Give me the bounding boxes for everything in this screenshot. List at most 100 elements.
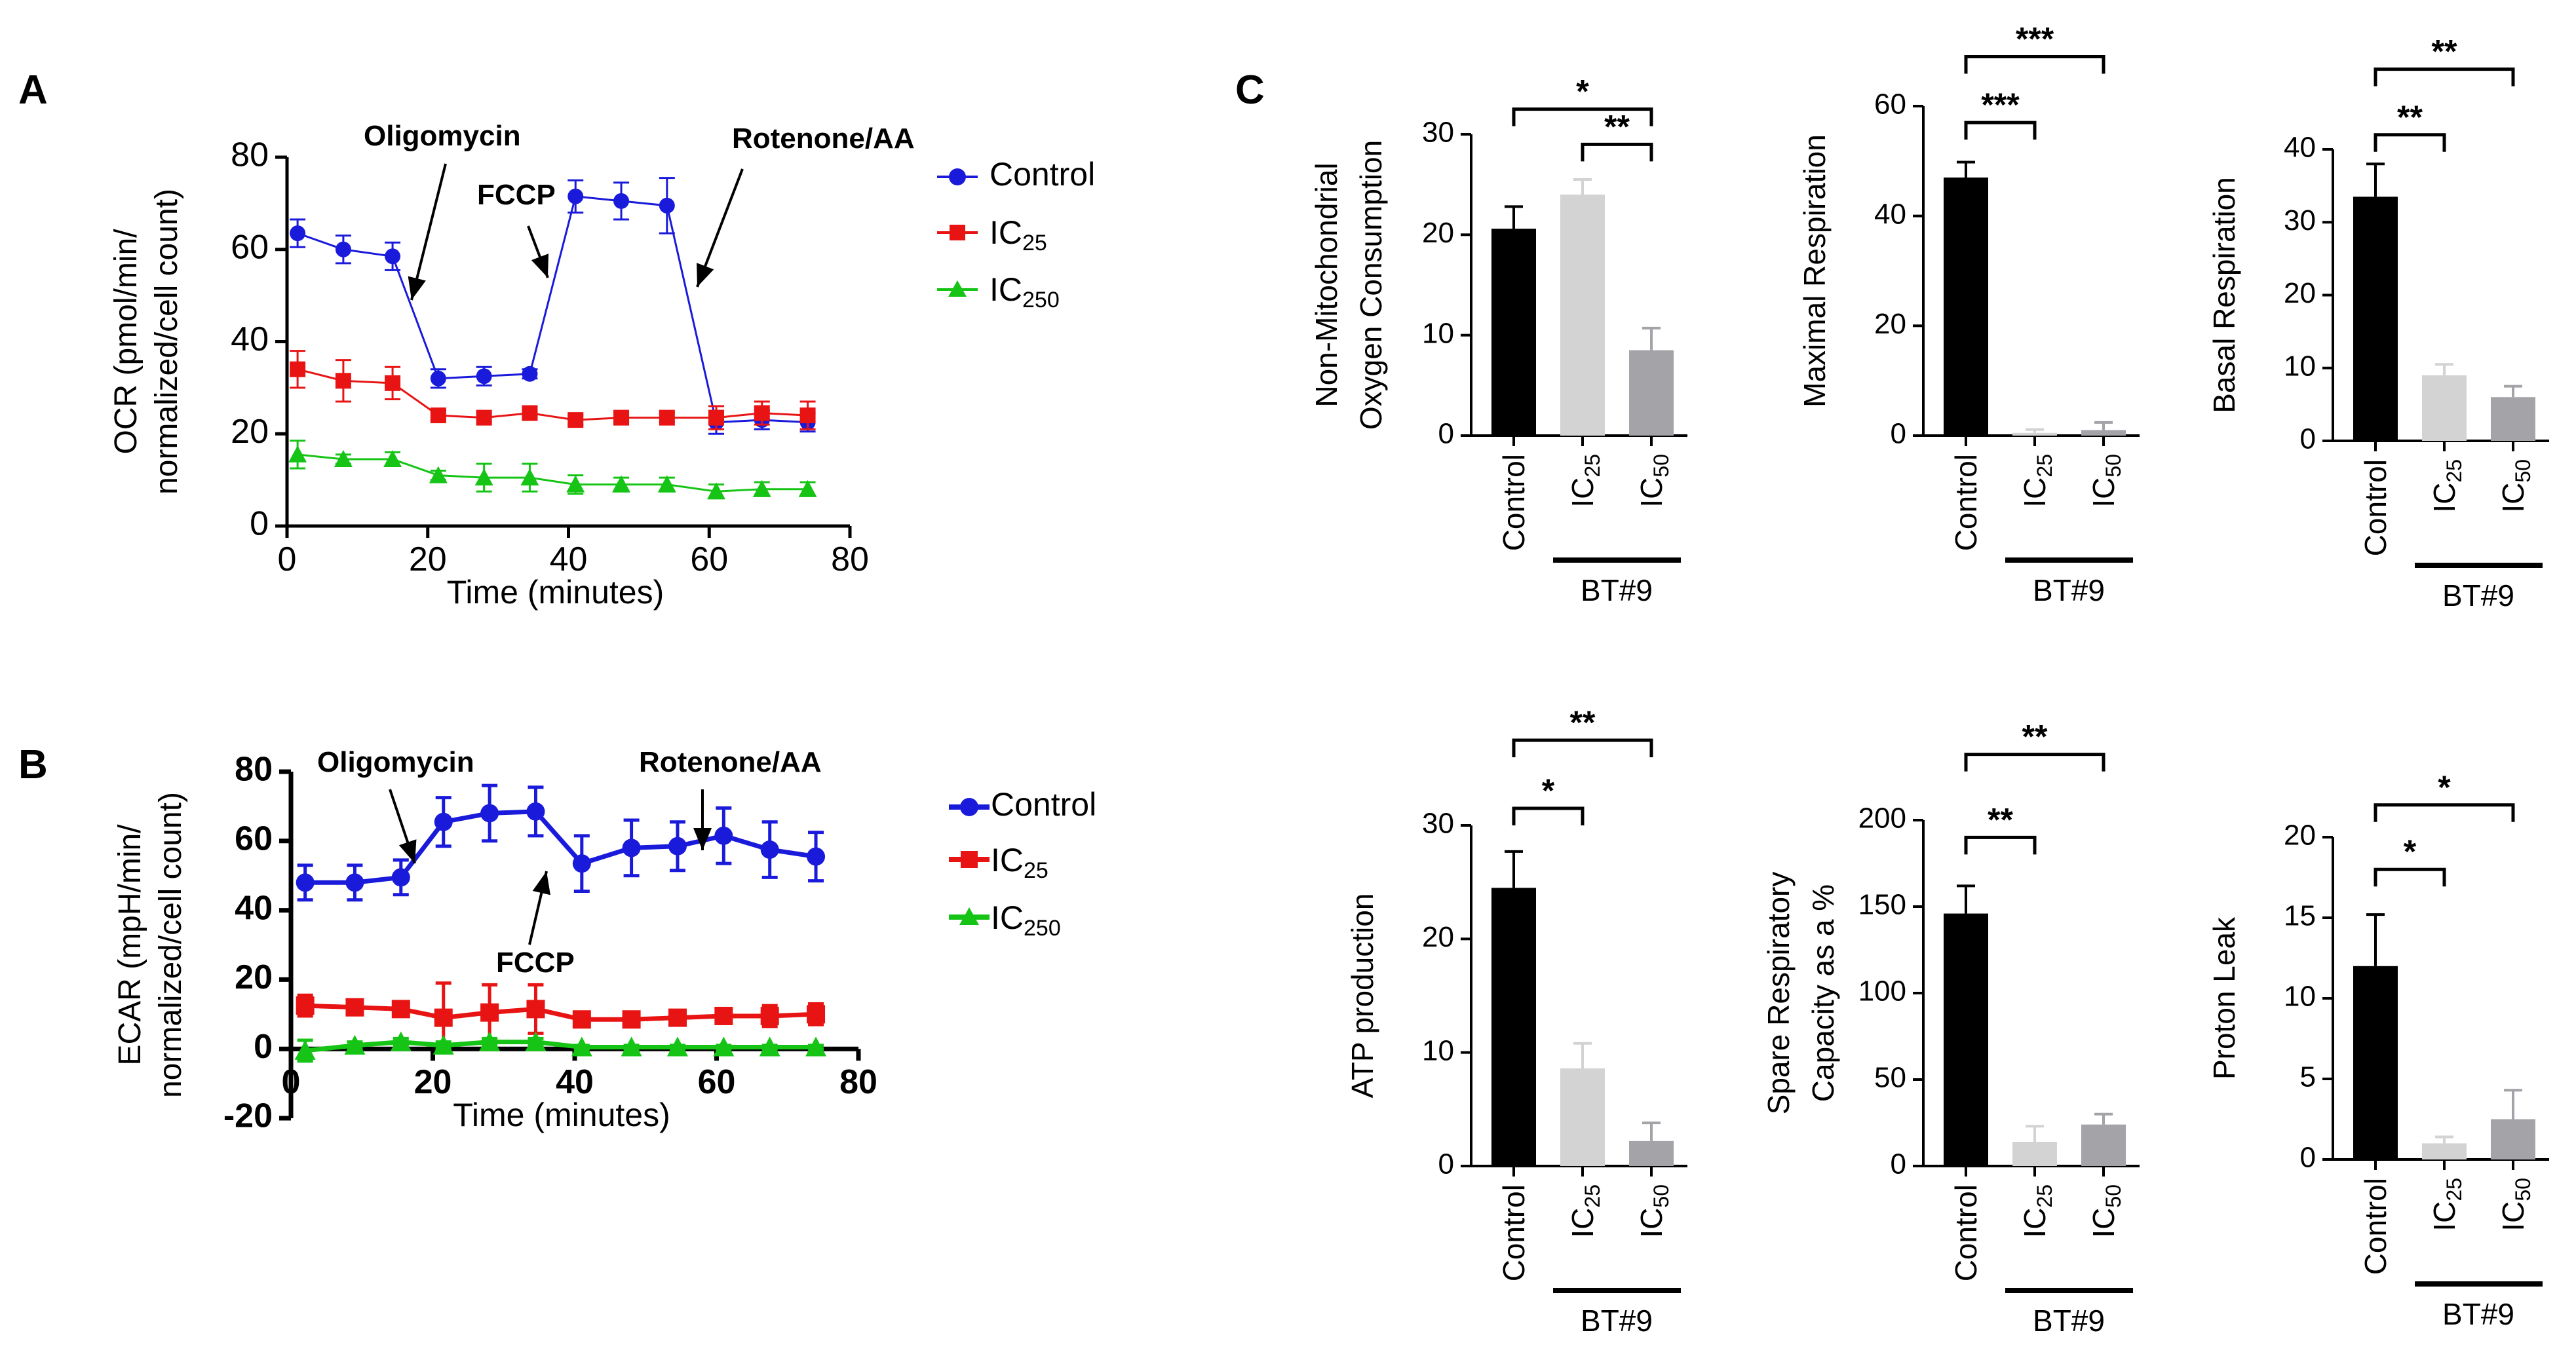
atp-y-axis-label-line: ATP production <box>1345 894 1379 1099</box>
ecar-annotation: Oligomycin <box>317 746 474 778</box>
ocr-legend: Control IC25 IC250 <box>937 156 1095 312</box>
ocr-data-point <box>383 449 402 467</box>
ocr-annotation-arrow-head <box>531 254 549 278</box>
basal-significance-bracket <box>2374 133 2446 152</box>
ocr-data-point <box>798 480 817 497</box>
ecar-annotation-arrow-head <box>532 871 550 895</box>
spare-y-axis-label-line: Capacity as a % <box>1806 884 1840 1102</box>
atp-category-label: IC50 <box>1634 1184 1673 1238</box>
ocr-data-point <box>430 407 446 424</box>
ocr-data-point <box>566 475 585 493</box>
ocr-data-point <box>476 368 492 385</box>
ecar-y-tick-label: 0 <box>254 1028 273 1066</box>
proton-y-axis-label: Proton Leak <box>2207 916 2241 1080</box>
maximal-category-label: IC25 <box>2018 454 2056 508</box>
panel-label-b: B <box>18 742 48 787</box>
ocr-data-point <box>429 466 448 483</box>
nonmito-bar-1 <box>1560 195 1605 436</box>
ocr-x-tick-label: 20 <box>409 540 447 578</box>
ecar-x-tick-label: 80 <box>839 1063 877 1101</box>
maximal-significance-label: *** <box>1981 86 2020 123</box>
legend-control-label: Control <box>990 156 1095 193</box>
ecar-x-tick-label: 40 <box>556 1063 594 1101</box>
maximal-group-label: BT#9 <box>2033 573 2105 607</box>
maximal-significance-label: *** <box>2016 21 2054 58</box>
atp-category-subscript: 25 <box>1581 1184 1604 1208</box>
maximal-y-axis-label: Maximal Respiration <box>1797 134 1832 407</box>
legend-ic250-label-b: IC250 <box>991 899 1061 941</box>
atp-bar-0 <box>1491 888 1536 1166</box>
proton-category-label: Control <box>2358 1178 2393 1275</box>
ocr-data-point <box>288 445 307 462</box>
ecar-data-point <box>434 1008 453 1027</box>
ecar-y-axis-label-line: normalized/cell count) <box>153 792 188 1098</box>
basal-y-tick-label: 0 <box>2300 423 2316 455</box>
legend-item-control: Control <box>937 156 1095 193</box>
atp-category-label: IC25 <box>1566 1184 1604 1238</box>
ecar-data-point <box>571 1036 592 1057</box>
proton-y-tick-label: 15 <box>2284 900 2316 932</box>
atp-bar-2 <box>1629 1140 1674 1166</box>
spare-category-subscript: 25 <box>2033 1184 2056 1208</box>
basal-category-text: Control <box>2358 459 2393 556</box>
nonmito-y-axis-label-line: Oxygen Consumption <box>1354 140 1388 430</box>
proton-category-label: IC25 <box>2427 1178 2466 1232</box>
spare-y-tick-label: 200 <box>1858 802 1906 835</box>
nonmito-category-label: IC25 <box>1566 454 1604 508</box>
ecar-data-point <box>668 837 687 856</box>
ecar-data-point <box>434 812 453 831</box>
ecar-data-point <box>391 1000 410 1019</box>
ecar-data-point <box>296 873 315 892</box>
nonmito-significance-label: ** <box>1604 108 1630 145</box>
ocr-data-point <box>708 409 724 426</box>
ecar-x-tick-label: 0 <box>282 1063 301 1101</box>
basal-bar-2 <box>2491 397 2535 441</box>
basal-category-subscript: 50 <box>2511 459 2535 483</box>
maximal-significance-bracket <box>1964 121 2037 140</box>
nonmito-category-text: Control <box>1497 454 1531 551</box>
ocr-line-chart: 0 20 40 60 80 0 20 40 60 80 Time (minutes) OCR (pmo… <box>109 120 915 611</box>
panel-label-c: C <box>1235 67 1265 113</box>
basal-y-tick-label: 40 <box>2284 132 2316 164</box>
maximal-category-label: IC50 <box>2086 454 2125 508</box>
basal-category-label: Control <box>2358 459 2393 556</box>
ocr-x-tick-label: 40 <box>550 540 588 578</box>
spare-category-label: Control <box>1949 1184 1983 1281</box>
nonmito-bar-2 <box>1629 350 1674 436</box>
basal-y-tick-label: 30 <box>2284 204 2316 236</box>
ecar-data-point <box>622 1010 641 1029</box>
ecar-data-point <box>572 854 591 873</box>
ocr-data-point <box>799 407 816 424</box>
spare-y-tick-label: 50 <box>1874 1062 1906 1094</box>
ocr-x-tick-label: 0 <box>278 540 297 578</box>
basal-category-label: IC25 <box>2427 459 2466 513</box>
ocr-series-control <box>290 177 816 435</box>
proton-category-text: Control <box>2358 1178 2393 1275</box>
maximal-category-label: Control <box>1949 454 1983 551</box>
proton-category-subscript: 50 <box>2511 1178 2535 1201</box>
atp-y-axis-label: ATP production <box>1345 894 1379 1099</box>
proton-significance-bracket <box>2374 867 2446 887</box>
basal-bar-0 <box>2353 197 2398 441</box>
ocr-data-point <box>385 248 401 265</box>
basal-bar-1 <box>2422 375 2467 441</box>
ocr-data-point <box>385 375 401 391</box>
nonmito-category-label: IC50 <box>1634 454 1673 508</box>
maximal-category-text: IC <box>2086 478 2121 508</box>
proton-category-subscript: 25 <box>2442 1178 2466 1201</box>
ocr-data-point <box>520 468 539 486</box>
ocr-data-point <box>335 373 351 389</box>
ecar-data-point <box>433 1034 454 1055</box>
atp-category-label: Control <box>1497 1184 1531 1281</box>
ecar-data-point <box>668 1008 687 1027</box>
ecar-data-point <box>714 1006 733 1025</box>
ocr-data-point <box>290 361 306 377</box>
ecar-annotation-arrow-head <box>693 828 712 850</box>
maximal-category-subscript: 50 <box>2102 454 2125 478</box>
proton-category-text: IC <box>2496 1201 2530 1232</box>
ecar-x-tick-label: 20 <box>414 1063 452 1101</box>
